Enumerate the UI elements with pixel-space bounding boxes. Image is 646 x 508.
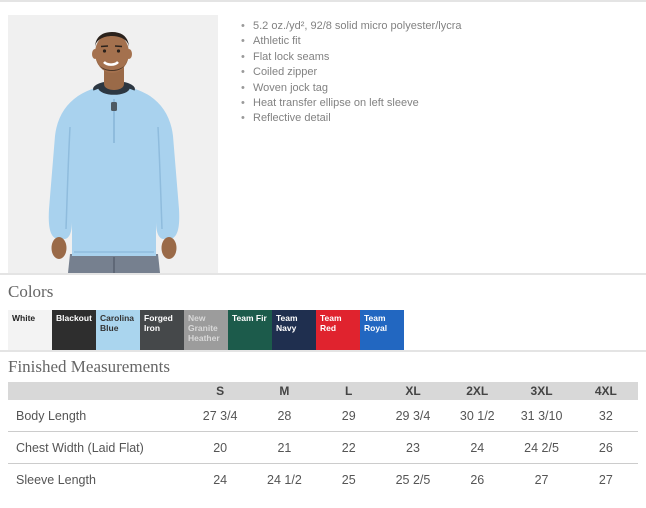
size-col-header-3xl: 3XL [509, 382, 574, 400]
measurement-cell: 32 [598, 409, 613, 423]
color-swatch-label: Team Royal [364, 313, 388, 334]
feature-item: Coiled zipper [240, 65, 461, 81]
table-row-chest-width: Chest Width (Laid Flat) 20 21 22 23 24 2… [8, 431, 638, 464]
measurement-cell: 22 [316, 431, 381, 464]
measurement-cell: 20 [188, 431, 253, 464]
measurement-cell: 24 1/2 [252, 463, 317, 495]
feature-list: 5.2 oz./yd², 92/8 solid micro polyester/… [218, 19, 461, 273]
size-col-header-2xl: 2XL [445, 382, 510, 400]
feature-item: Athletic fit [240, 34, 461, 50]
row-label: Chest Width (Laid Flat) [8, 431, 188, 464]
colors-heading: Colors [8, 282, 54, 301]
color-swatch-white[interactable]: White [8, 310, 52, 350]
size-col-header-blank [8, 382, 188, 400]
measurement-cell: 29 3/4 [395, 409, 431, 423]
color-swatch-forged-iron[interactable]: Forged Iron [140, 310, 184, 350]
size-col-header-m: M [252, 382, 317, 400]
measurement-cell: 27 3/4 [202, 409, 238, 423]
measurement-cell: 28 [277, 409, 292, 423]
row-label: Body Length [16, 409, 87, 423]
color-swatch-team-royal[interactable]: Team Royal [360, 310, 404, 350]
color-swatch-team-fir[interactable]: Team Fir [228, 310, 272, 350]
color-swatch-team-navy[interactable]: Team Navy [272, 310, 316, 350]
measurement-cell: 26 [573, 431, 638, 464]
feature-item: Woven jock tag [240, 81, 461, 97]
measurements-heading: Finished Measurements [8, 357, 170, 376]
measurement-cell: 24 2/5 [509, 431, 574, 464]
color-swatch-label: New Granite Heather [188, 313, 220, 344]
top-divider [0, 0, 646, 2]
color-swatch-label: Team Red [320, 313, 342, 334]
table-row-body-length: Body Length 27 3/4 28 29 29 3/4 30 1/2 3… [8, 400, 638, 432]
color-swatch-new-granite-heather[interactable]: New Granite Heather [184, 310, 228, 350]
color-swatch-label: White [12, 313, 36, 323]
measurement-cell: 23 [380, 431, 446, 464]
color-swatch-carolina-blue[interactable]: Carolina Blue [96, 310, 140, 350]
color-swatch-row: White Blackout Carolina Blue Forged Iron… [8, 310, 638, 350]
measurement-cell: 25 [316, 463, 381, 495]
feature-item: 5.2 oz./yd², 92/8 solid micro polyester/… [240, 19, 461, 35]
table-row-sleeve-length: Sleeve Length 24 24 1/2 25 25 2/5 26 27 … [8, 463, 638, 495]
feature-item: Reflective detail [240, 111, 461, 127]
measurement-cell: 26 [445, 463, 510, 495]
colors-divider [0, 273, 646, 275]
model-photo-illustration [8, 15, 218, 273]
color-swatch-blackout[interactable]: Blackout [52, 310, 96, 350]
measurement-cell: 31 3/10 [520, 409, 563, 423]
size-col-header-4xl: 4XL [573, 382, 638, 400]
measurement-cell: 27 [509, 463, 574, 495]
row-label: Sleeve Length [8, 463, 188, 495]
size-col-header-s: S [188, 382, 253, 400]
color-swatch-label: Blackout [56, 313, 92, 323]
product-photo [8, 15, 218, 273]
color-swatch-label: Team Fir [232, 313, 267, 323]
measurement-cell: 21 [252, 431, 317, 464]
feature-item: Heat transfer ellipse on left sleeve [240, 96, 461, 112]
color-swatch-label: Forged Iron [144, 313, 173, 334]
size-header-row: S M L XL 2XL 3XL 4XL [8, 382, 638, 400]
color-swatch-label: Carolina Blue [100, 313, 135, 334]
size-col-header-l: L [316, 382, 381, 400]
measurement-cell: 24 [445, 431, 510, 464]
color-swatch-label: Team Navy [276, 313, 298, 334]
feature-item: Flat lock seams [240, 50, 461, 66]
measurement-cell: 30 1/2 [459, 409, 495, 423]
product-spec-page: 5.2 oz./yd², 92/8 solid micro polyester/… [0, 0, 646, 495]
measurements-table: S M L XL 2XL 3XL 4XL Body Length 27 3/4 … [8, 382, 638, 495]
measurement-cell: 27 [573, 463, 638, 495]
measurement-cell: 25 2/5 [380, 463, 446, 495]
color-swatch-team-red[interactable]: Team Red [316, 310, 360, 350]
measurement-cell: 24 [188, 463, 253, 495]
product-overview: 5.2 oz./yd², 92/8 solid micro polyester/… [0, 15, 646, 273]
measurement-cell: 29 [341, 409, 356, 423]
measurements-divider [0, 350, 646, 352]
size-col-header-xl: XL [380, 382, 446, 400]
